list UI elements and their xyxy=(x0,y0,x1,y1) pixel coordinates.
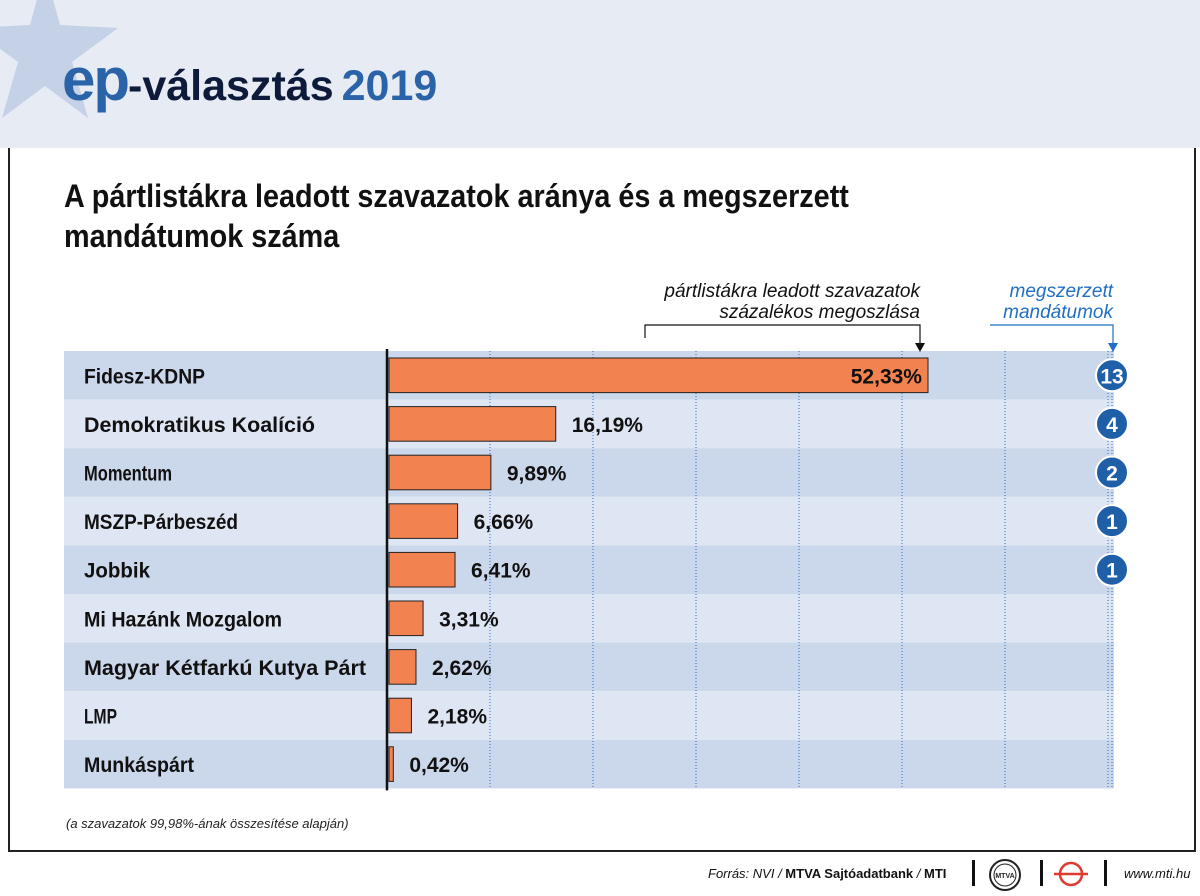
source-prefix: Forrás: NVI / xyxy=(708,866,786,881)
source-separator: / xyxy=(913,866,924,881)
m1-logo-icon xyxy=(1054,861,1088,887)
seat-badge xyxy=(1095,552,1129,587)
vote-bar xyxy=(388,551,456,588)
seat-count-label: 1 xyxy=(1106,511,1118,534)
category-label: MSZP-Párbeszéd xyxy=(84,511,238,534)
value-label: 3,31% xyxy=(439,608,499,631)
seat-count-label: 4 xyxy=(1106,414,1118,437)
logo-ep: ep xyxy=(62,46,130,113)
category-label: Mi Hazánk Mozgalom xyxy=(84,608,282,631)
vote-bar xyxy=(388,697,412,734)
seat-badge xyxy=(1095,358,1129,393)
mtva-logo-text: MTVA xyxy=(995,873,1014,880)
row-bands xyxy=(64,351,1114,789)
row-band xyxy=(64,642,1114,692)
footer-divider xyxy=(1040,860,1043,886)
value-label: 2,62% xyxy=(432,657,492,680)
value-label: 52,33% xyxy=(851,365,923,388)
seat-badge xyxy=(1095,406,1129,441)
row-band xyxy=(64,594,1114,643)
row-band xyxy=(64,545,1114,594)
seat-count-label: 2 xyxy=(1106,463,1118,486)
website-link[interactable]: www.mti.hu xyxy=(1124,866,1191,881)
category-label: Munkáspárt xyxy=(84,754,194,777)
value-label: 6,41% xyxy=(471,560,531,583)
vote-bar xyxy=(388,649,417,685)
seat-badge xyxy=(1095,455,1129,490)
content-frame xyxy=(8,148,1196,852)
mtva-logo-icon: MTVA xyxy=(989,859,1021,891)
value-label: 9,89% xyxy=(507,463,567,486)
footnote: (a szavazatok 99,98%-ának összesítése al… xyxy=(66,816,349,831)
value-label: 0,42% xyxy=(409,754,469,777)
category-label: Demokratikus Koalíció xyxy=(84,414,315,437)
seats-annotation-leader xyxy=(990,324,1114,344)
votes-annotation-leader xyxy=(644,324,921,344)
row-band xyxy=(64,448,1114,497)
category-label: Momentum xyxy=(84,463,172,486)
category-label: Magyar Kétfarkú Kutya Párt xyxy=(84,657,366,680)
seats-annotation-line1: megszerzett xyxy=(1010,281,1114,302)
row-band xyxy=(64,399,1114,449)
star-decoration-icon xyxy=(0,0,118,118)
value-label: 16,19% xyxy=(572,414,644,437)
vote-bar xyxy=(388,503,459,539)
chart-title: A pártlistákra leadott szavazatok aránya… xyxy=(64,178,849,254)
votes-arrow-icon xyxy=(915,343,925,352)
ep-valasztas-logo: ep-választás 2019 xyxy=(62,50,437,120)
value-labels: 52,33% 16,19% 9,89% 6,66% 6,41% 3,31% 2,62% 2,1… xyxy=(409,365,922,777)
value-label: 6,66% xyxy=(474,511,534,534)
header-banner: ep-választás 2019 xyxy=(0,0,1200,148)
row-band xyxy=(64,496,1114,546)
seat-count-label: 1 xyxy=(1106,560,1118,583)
category-labels: Fidesz-KDNP Demokratikus Koalíció Momentum… xyxy=(84,365,366,777)
source-sajtoadatbank: MTVA Sajtóadatbank xyxy=(785,866,914,881)
logo-valasztas: -választás xyxy=(128,62,334,110)
votes-annotation-line2: százalékos megoszlása xyxy=(719,302,920,323)
row-band xyxy=(64,691,1114,740)
bars xyxy=(388,357,929,782)
vote-bar xyxy=(388,746,394,782)
seat-count-label: 13 xyxy=(1100,365,1123,388)
seat-badges: 13 4 2 1 1 xyxy=(1095,358,1129,587)
footer: Forrás: NVI / MTVA Sajtóadatbank / MTI M… xyxy=(700,858,1200,891)
source-mti: MTI xyxy=(924,866,947,881)
row-band xyxy=(64,739,1114,789)
footer-divider xyxy=(1104,860,1107,886)
vote-bar xyxy=(388,600,424,637)
vote-bar xyxy=(388,357,929,394)
category-label: Fidesz-KDNP xyxy=(84,365,205,388)
category-label: LMP xyxy=(84,706,117,729)
vote-bar xyxy=(388,454,492,491)
category-label: Jobbik xyxy=(84,560,150,583)
value-label: 2,18% xyxy=(427,706,487,729)
logo-year: 2019 xyxy=(341,62,438,110)
seats-annotation-line2: mandátumok xyxy=(1003,302,1114,323)
source-line: Forrás: NVI / MTVA Sajtóadatbank / MTI xyxy=(708,866,946,881)
votes-annotation-line1: pártlistákra leadott szavazatok xyxy=(663,281,921,302)
footer-divider xyxy=(972,860,975,886)
seats-arrow-icon xyxy=(1108,343,1118,352)
seat-badge xyxy=(1095,504,1129,539)
vote-bar xyxy=(388,406,557,442)
annotations: pártlistákra leadott szavazatokszázaléko… xyxy=(644,281,1118,352)
